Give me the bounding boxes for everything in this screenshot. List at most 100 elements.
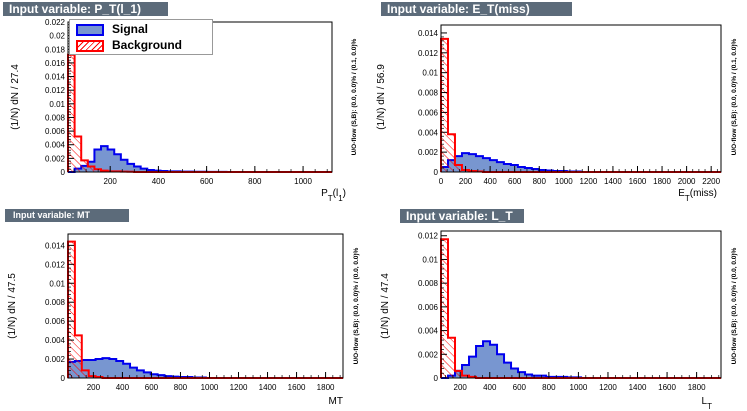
y-tick-label: 0.022 <box>45 18 66 27</box>
y-tick-label: 0.016 <box>45 59 66 68</box>
label-part: ) <box>343 188 346 199</box>
background-histogram-line <box>67 240 343 379</box>
plot-frame <box>67 233 344 379</box>
x-tick-label: 200 <box>454 383 468 392</box>
y-tick-label: 0.004 <box>45 141 66 150</box>
y-tick-label: 0.014 <box>45 241 66 250</box>
y-tick-label: 0.004 <box>45 336 66 345</box>
x-tick-label: 1000 <box>294 177 312 186</box>
chart-title-lt: Input variable: L_T <box>400 209 524 223</box>
signal-histogram-fill <box>441 153 581 172</box>
x-tick-label: 600 <box>200 177 214 186</box>
x-axis-label: MT <box>329 396 343 407</box>
y-tick-label: 0.008 <box>45 298 66 307</box>
y-tick-label: 0.018 <box>45 45 66 54</box>
x-tick-label: 400 <box>483 177 497 186</box>
y-tick-label: 0.014 <box>418 29 439 38</box>
plot-frame-border <box>440 24 722 173</box>
x-tick-label: 0 <box>439 177 444 186</box>
y-tick-label: 0.01 <box>49 100 65 109</box>
y-tick-label: 0.012 <box>418 49 439 58</box>
y-axis-label: (1/N) dN / 56.9 <box>376 64 387 130</box>
x-tick-label: 1400 <box>604 177 622 186</box>
background-histogram-line <box>440 238 721 379</box>
x-tick-label: 1000 <box>570 383 588 392</box>
label-part: T <box>707 402 712 411</box>
label-part: P <box>321 188 328 199</box>
x-tick-label: 800 <box>533 177 547 186</box>
legend-swatch-signal <box>76 24 104 36</box>
x-tick-label: 600 <box>145 383 159 392</box>
y-tick-label: 0 <box>61 168 66 177</box>
y-tick-label: 0.002 <box>418 148 439 157</box>
signal-histogram-fill <box>68 146 227 172</box>
y-tick-label: 0.002 <box>45 154 66 163</box>
y-tick-label: 0.01 <box>49 279 65 288</box>
x-axis-label: ET(miss) <box>678 188 717 203</box>
x-tick-label: 1600 <box>658 383 676 392</box>
y-tick-label: 0.002 <box>45 355 66 364</box>
x-axis-label: LT <box>702 396 713 411</box>
y-tick-label: 0.012 <box>45 260 66 269</box>
chart-title-text: Input variable: E_T(miss) <box>387 2 530 16</box>
x-tick-label: 1000 <box>201 383 219 392</box>
label-part: L <box>702 396 708 407</box>
y-tick-label: 0.006 <box>418 303 439 312</box>
chart-title-mt: Input variable: MT <box>5 209 129 222</box>
y-tick-label: 0.014 <box>45 73 66 82</box>
chart-panel-etmiss: 0 0.002 0.004 0.006 0.008 0.01 0.012 0.014 0 200 4… <box>374 0 747 205</box>
y-tick-label: 0.006 <box>45 317 66 326</box>
y-tick-label: 0 <box>434 168 439 177</box>
y-axis-label: (1/N) dN / 47.4 <box>380 273 391 339</box>
x-tick-label: 1200 <box>579 177 597 186</box>
legend-label-signal: Signal <box>112 22 149 36</box>
y-tick-label: 0.008 <box>45 113 66 122</box>
label-part: MT <box>329 396 343 407</box>
chart-title-text: Input variable: MT <box>13 210 91 220</box>
signal-histogram-line <box>441 340 721 379</box>
legend-swatch-background <box>76 40 104 52</box>
y-tick-label: 0.012 <box>418 232 439 241</box>
chart-title-text: Input variable: L_T <box>406 209 513 223</box>
chart-svg-lt: 0 0.002 0.004 0.006 0.008 0.01 0.012 200 400 600 8… <box>380 230 738 411</box>
signal-histogram-fill <box>441 341 582 378</box>
label-part: (l <box>333 188 339 199</box>
overflow-label: U/O-flow (S,B): (0.0, 0.0)% / (0.0, 0.0)… <box>731 247 738 364</box>
x-tick-label: 2200 <box>702 177 720 186</box>
x-tick-label: 600 <box>508 177 522 186</box>
y-tick-label: 0.008 <box>418 279 439 288</box>
y-tick-label: 0.008 <box>418 89 439 98</box>
label-part: T <box>685 194 690 203</box>
y-tick-label: 0.006 <box>45 127 66 136</box>
chart-title-pt: Input variable: P_T(l_1) <box>3 2 168 16</box>
overflow-label: U/O-flow (S,B): (0.0, 0.0)% / (0.0, 0.0)… <box>353 247 360 364</box>
y-tick-label: 0.006 <box>418 108 439 117</box>
chart-title-text: Input variable: P_T(l_1) <box>9 2 142 16</box>
x-tick-label: 200 <box>104 177 118 186</box>
x-tick-label: 800 <box>174 383 188 392</box>
label-part: T <box>328 194 333 203</box>
chart-svg-mt: 0 0.002 0.004 0.006 0.008 0.01 0.012 0.014 200 40… <box>7 233 360 407</box>
chart-title-etmiss: Input variable: E_T(miss) <box>381 2 572 16</box>
x-tick-label: 1200 <box>230 383 248 392</box>
overflow-label: U/O-flow (S,B): (0.0, 0.0)% / (0.1, 0.0)… <box>351 38 358 155</box>
y-tick-label: 0.002 <box>418 350 439 359</box>
x-tick-label: 1400 <box>259 383 277 392</box>
x-tick-label: 400 <box>483 383 497 392</box>
label-part: E <box>678 188 685 199</box>
plot-frame <box>440 24 722 173</box>
chart-legend: Signal Background <box>69 19 213 55</box>
x-tick-label: 200 <box>87 383 101 392</box>
x-tick-label: 800 <box>248 177 262 186</box>
y-tick-label: 0 <box>434 374 439 383</box>
chart-panel-pt: 0 0.002 0.004 0.006 0.008 0.01 0.012 0.014 0.016… <box>0 0 373 205</box>
chart-svg-etmiss: 0 0.002 0.004 0.006 0.008 0.01 0.012 0.014 0 200 4… <box>376 24 738 203</box>
x-tick-label: 800 <box>542 383 556 392</box>
x-tick-label: 1200 <box>599 383 617 392</box>
plot-frame-border <box>440 230 722 379</box>
label-part: 1 <box>338 194 343 203</box>
x-tick-label: 1800 <box>317 383 335 392</box>
chart-panel-mt: 0 0.002 0.004 0.006 0.008 0.01 0.012 0.014 200 40… <box>0 206 373 411</box>
x-tick-label: 1600 <box>288 383 306 392</box>
x-tick-label: 400 <box>116 383 130 392</box>
